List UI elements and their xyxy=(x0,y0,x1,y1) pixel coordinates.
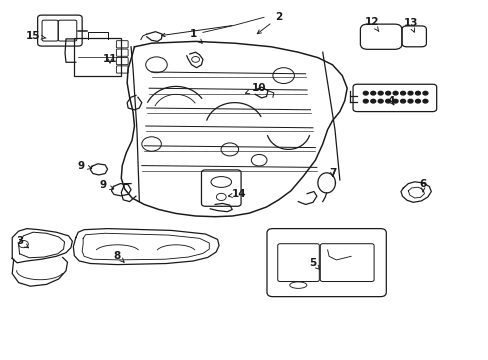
Circle shape xyxy=(407,91,412,95)
Text: 5: 5 xyxy=(309,258,319,269)
Text: 11: 11 xyxy=(102,54,117,64)
Circle shape xyxy=(378,91,383,95)
Circle shape xyxy=(363,91,367,95)
Text: 3: 3 xyxy=(16,236,28,248)
Circle shape xyxy=(370,99,375,103)
Circle shape xyxy=(400,91,405,95)
Text: 4: 4 xyxy=(386,96,394,106)
Circle shape xyxy=(415,99,420,103)
Circle shape xyxy=(378,99,383,103)
Text: 13: 13 xyxy=(403,18,417,32)
Text: 12: 12 xyxy=(364,17,378,32)
Circle shape xyxy=(422,99,427,103)
Circle shape xyxy=(392,99,397,103)
Text: 1: 1 xyxy=(189,29,202,43)
Text: 7: 7 xyxy=(328,168,336,178)
Text: 15: 15 xyxy=(26,31,46,41)
Text: 9: 9 xyxy=(99,180,114,190)
Circle shape xyxy=(407,99,412,103)
Circle shape xyxy=(363,99,367,103)
Circle shape xyxy=(385,91,390,95)
Text: 8: 8 xyxy=(114,251,124,262)
Text: 10: 10 xyxy=(245,83,266,94)
Circle shape xyxy=(385,99,390,103)
Circle shape xyxy=(422,91,427,95)
Circle shape xyxy=(392,91,397,95)
Text: 6: 6 xyxy=(419,179,426,192)
Circle shape xyxy=(415,91,420,95)
Text: 9: 9 xyxy=(77,161,91,171)
Circle shape xyxy=(400,99,405,103)
Circle shape xyxy=(370,91,375,95)
Text: 2: 2 xyxy=(257,12,282,34)
Text: 14: 14 xyxy=(228,189,246,199)
